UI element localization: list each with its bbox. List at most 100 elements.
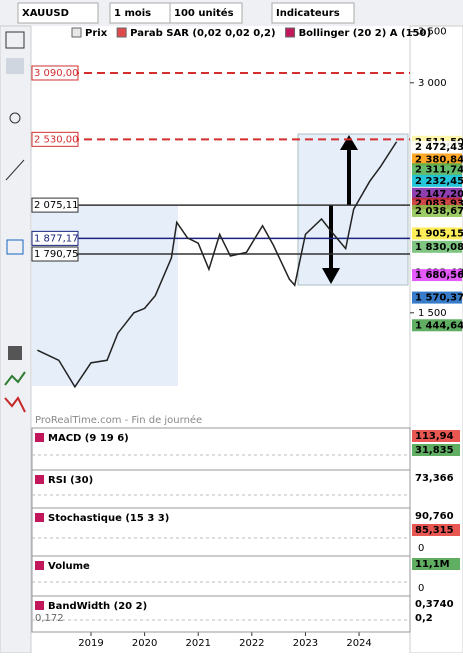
panel-tag-bg	[412, 444, 460, 456]
price-tag-bg	[412, 291, 462, 304]
level-tag: 2 075,11	[34, 200, 79, 211]
panel-tag: 0,2	[415, 613, 433, 624]
level-tag-bg	[31, 230, 79, 246]
price-tag: 1 830,08	[415, 242, 463, 253]
panel-tag: 11,1M	[415, 559, 450, 570]
price-axis	[409, 25, 463, 654]
panel-tag: 85,315	[415, 525, 454, 536]
panel-tag-bg	[412, 558, 460, 570]
arrow-up	[340, 135, 358, 150]
panel	[31, 469, 411, 509]
price-tag-bg	[412, 153, 462, 166]
tool[interactable]	[8, 346, 22, 360]
price-tag: 2 472,43	[415, 142, 463, 153]
price-tag-bg	[412, 204, 462, 217]
panel-axis-label: 0	[418, 543, 424, 554]
x-tick-label: 2022	[239, 638, 264, 649]
legend-swatch	[116, 27, 127, 38]
tool[interactable]	[6, 239, 24, 255]
price-tag: 2 232,45	[415, 176, 463, 187]
panel-icon	[35, 561, 44, 570]
y-tick-label: 3 000	[418, 78, 447, 89]
panel-tag: 0,3740	[415, 599, 454, 610]
level-tag-bg	[31, 131, 79, 147]
tool-icons[interactable]	[4, 31, 26, 413]
dropdown-label[interactable]: XAUUSD	[22, 8, 69, 19]
legend-label: Bollinger (20 2) A (150)	[299, 28, 431, 39]
level-tag: 1 877,17	[34, 233, 79, 244]
level-tag: 3 090,00	[34, 68, 79, 79]
panel	[31, 427, 411, 471]
panel-label: Stochastique (15 3 3)	[48, 513, 169, 524]
legend-swatch	[285, 27, 296, 38]
tool[interactable]	[4, 396, 26, 413]
legend-label: Parab SAR (0,02 0,02 0,2)	[130, 28, 275, 39]
panel-icon	[35, 433, 44, 442]
dropdown-label[interactable]: 100 unités	[174, 7, 234, 19]
dropdown[interactable]	[169, 2, 243, 24]
panel	[31, 507, 411, 557]
dropdown[interactable]	[271, 2, 355, 24]
dropdown-label[interactable]: 1 mois	[114, 8, 151, 19]
panel-label: BandWidth (20 2)	[48, 601, 147, 612]
price-tag: 2 380,84	[415, 154, 463, 165]
dropdown[interactable]	[17, 2, 99, 24]
price-tag: 2 147,20	[415, 189, 463, 200]
panel-icon	[35, 601, 44, 610]
price-tag: 2 083,93	[415, 199, 463, 210]
panel-tag-bg	[412, 598, 460, 610]
legend-swatch	[71, 27, 82, 38]
watermark: ProRealTime.com - Fin de journée	[35, 414, 202, 426]
panel-label: RSI (30)	[48, 475, 93, 486]
panel-note: 0,172	[35, 613, 64, 624]
level-tag-bg	[31, 65, 79, 81]
price-tag-bg	[412, 227, 462, 240]
panel-tag-bg	[412, 430, 460, 442]
price-line	[37, 141, 398, 389]
price-tag: 1 680,56	[415, 270, 463, 281]
x-tick-label: 2020	[132, 638, 157, 649]
price-tag-bg	[412, 174, 462, 187]
tool[interactable]	[9, 112, 21, 124]
panel-axis-label: 0	[418, 583, 424, 594]
dropdown-label[interactable]: Indicateurs	[276, 8, 340, 19]
price-tag: 2 038,67	[415, 206, 463, 217]
panel-tag-bg	[412, 472, 460, 484]
panel-label: MACD (9 19 6)	[48, 433, 129, 444]
tool[interactable]	[4, 371, 26, 386]
price-tag-bg	[412, 319, 462, 332]
panel-icon	[35, 513, 44, 522]
panel-icon	[35, 475, 44, 484]
price-tag-bg	[412, 140, 462, 153]
tool[interactable]	[5, 159, 25, 181]
tool[interactable]	[5, 31, 25, 49]
y-tick-label: 1 500	[418, 308, 447, 319]
side-toolbar	[0, 25, 32, 654]
panel-tag-bg	[412, 612, 460, 624]
price-tag-bg	[412, 187, 462, 200]
level-tag-bg	[31, 246, 79, 262]
panel	[31, 595, 411, 633]
legend-label: Prix	[85, 28, 108, 39]
panel-tag: 90,760	[415, 511, 454, 522]
panel-tag-bg	[412, 524, 460, 536]
price-tag: 2 311,74	[415, 164, 463, 175]
panel-tag: 31,835	[415, 445, 454, 456]
panel-tag-bg	[412, 510, 460, 522]
panel-tag: 73,366	[415, 473, 454, 484]
tool[interactable]	[6, 58, 24, 74]
price-tag: 1 570,37	[415, 293, 463, 304]
level-tag: 2 530,00	[34, 134, 79, 145]
x-tick-label: 2019	[78, 638, 103, 649]
panel-tag: 113,94	[415, 431, 454, 442]
price-tag: 1 444,64	[415, 320, 463, 331]
arrow-down	[322, 268, 340, 284]
x-tick-label: 2021	[185, 638, 210, 649]
x-tick-label: 2023	[293, 638, 318, 649]
price-tag-bg	[412, 240, 462, 253]
x-tick-label: 2024	[346, 638, 371, 649]
price-tag: 1 905,15	[415, 228, 463, 239]
panel-label: Volume	[48, 561, 90, 572]
price-tag-bg	[412, 163, 462, 176]
